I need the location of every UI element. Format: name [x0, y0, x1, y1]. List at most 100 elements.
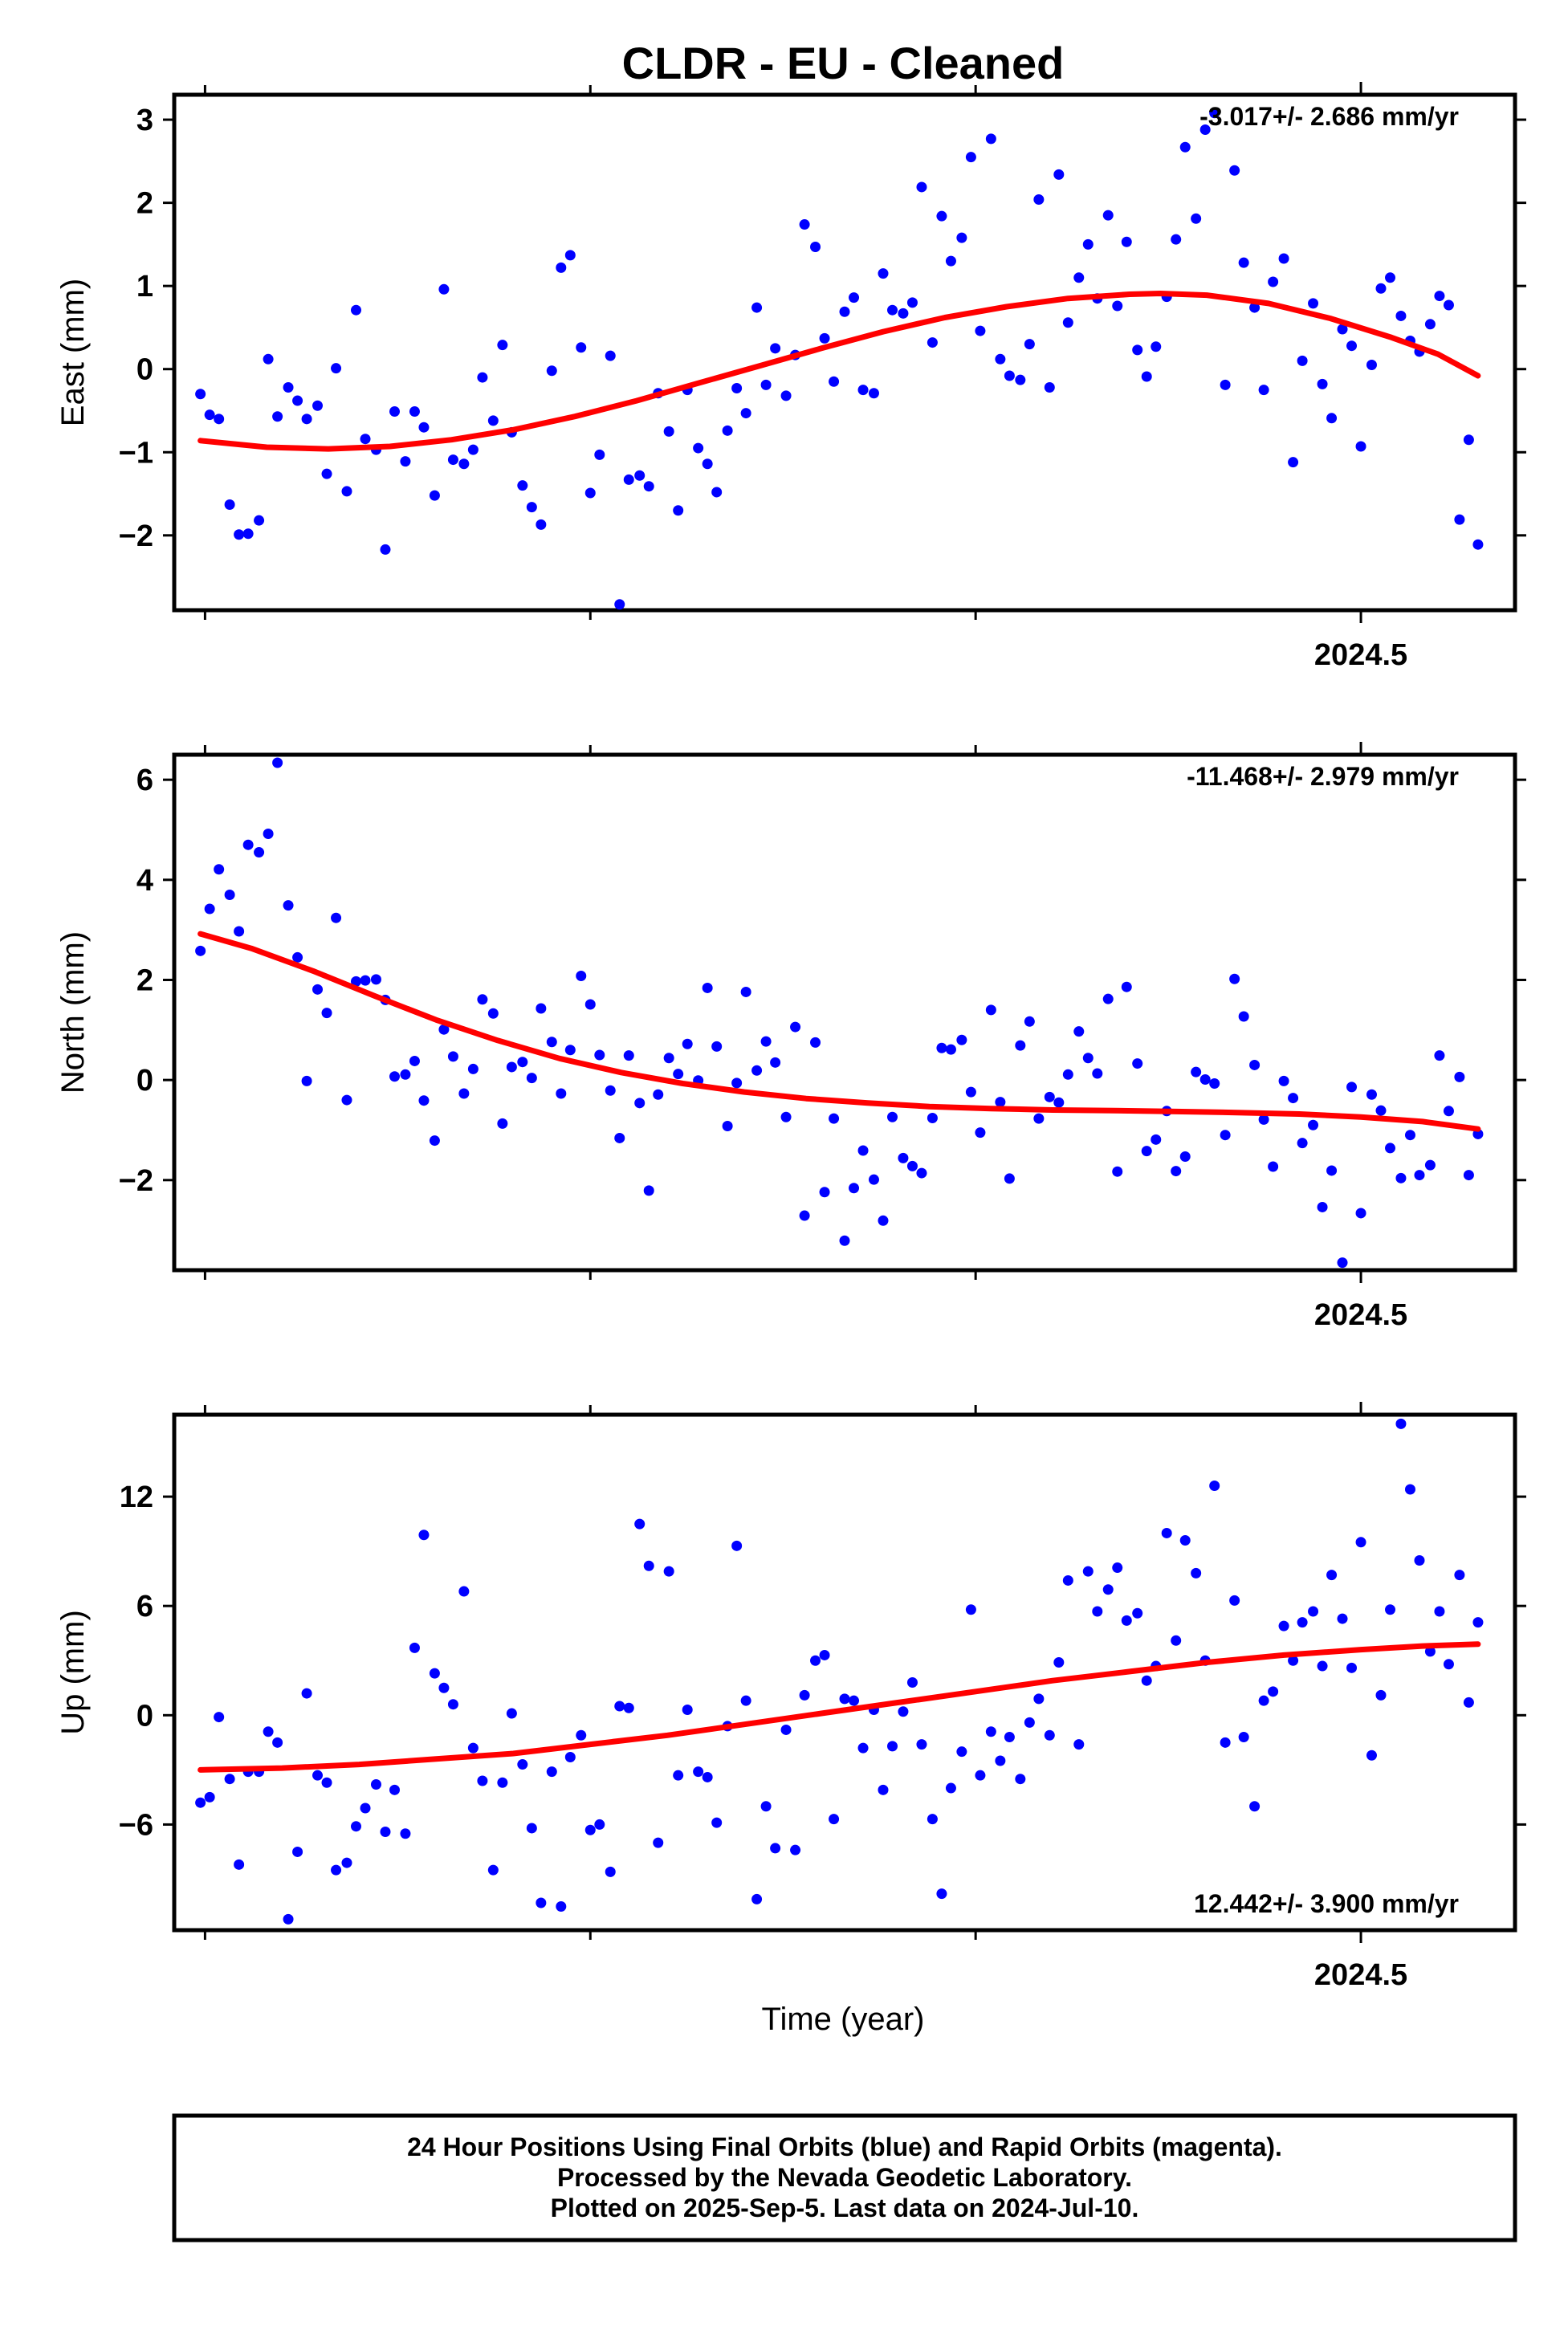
up-data-point: [1278, 1620, 1289, 1631]
north-data-point: [623, 1050, 634, 1061]
east-data-point: [1238, 257, 1249, 268]
up-data-point: [1366, 1750, 1377, 1761]
up-data-point: [409, 1642, 420, 1653]
north-data-point: [564, 1045, 576, 1056]
east-data-point: [576, 342, 587, 353]
up-fit-line: [198, 1641, 1481, 1773]
east-data-point: [1062, 317, 1073, 328]
up-data-point: [1132, 1607, 1143, 1619]
east-data-point: [1121, 236, 1132, 247]
up-data-point: [945, 1782, 956, 1794]
up-data-point: [1191, 1567, 1202, 1578]
up-data-point: [1404, 1484, 1415, 1495]
up-data-point: [1297, 1617, 1308, 1628]
east-data-point: [868, 388, 879, 399]
east-data-point: [1472, 539, 1484, 550]
up-rate-label: 12.442+/- 3.900 mm/yr: [1194, 1889, 1459, 1918]
up-panel: 2024.5 12 6 0 −6 Up (mm) 12.442+/- 3.900 mm/yr: [55, 1402, 1526, 1992]
up-data-point: [1434, 1606, 1445, 1617]
north-data-point: [584, 999, 596, 1010]
north-data-point: [1238, 1011, 1249, 1022]
north-data-point: [945, 1044, 956, 1055]
up-data-point: [887, 1741, 898, 1752]
up-data-point: [605, 1866, 616, 1877]
up-data-point: [673, 1770, 684, 1781]
north-data-point: [780, 1111, 792, 1122]
up-data-point: [1053, 1657, 1065, 1668]
up-data-point: [1463, 1697, 1474, 1708]
up-data-point: [556, 1901, 567, 1912]
east-x-tick-label: 2024.5: [1314, 638, 1407, 672]
up-data-point: [936, 1888, 947, 1900]
north-data-point: [1249, 1059, 1261, 1070]
north-data-point: [263, 828, 274, 839]
north-data-point: [1326, 1165, 1338, 1176]
north-data-point: [1062, 1069, 1073, 1080]
north-data-point: [447, 1051, 458, 1062]
north-data-point: [1434, 1050, 1445, 1061]
east-data-point: [799, 219, 810, 230]
east-data-point: [1102, 210, 1114, 221]
east-data-point: [731, 383, 743, 394]
up-data-point: [1375, 1689, 1387, 1701]
up-data-point: [1220, 1737, 1231, 1748]
north-data-point: [605, 1085, 616, 1096]
east-data-point: [810, 241, 821, 252]
north-data-point: [985, 1004, 996, 1016]
north-data-point: [1355, 1208, 1366, 1219]
north-data-point: [594, 1049, 605, 1061]
east-data-point: [263, 353, 274, 365]
up-data-point: [1337, 1613, 1348, 1624]
north-data-point: [312, 984, 324, 995]
east-data-point: [1004, 370, 1015, 381]
up-data-point: [1161, 1527, 1172, 1538]
up-data-point: [711, 1817, 723, 1828]
north-data-point: [1209, 1078, 1220, 1090]
east-data-point: [214, 413, 225, 425]
east-data-point: [418, 422, 430, 433]
north-data-point: [740, 986, 751, 997]
east-data-point: [458, 458, 470, 470]
up-data-point: [1015, 1774, 1026, 1785]
north-data-point: [1278, 1075, 1289, 1086]
north-y-tick-label: 6: [136, 764, 153, 797]
east-data-point: [1355, 441, 1366, 452]
north-fit-line: [198, 931, 1481, 1132]
up-data-point: [564, 1751, 576, 1762]
north-data-point: [526, 1073, 537, 1084]
up-data-point: [790, 1844, 801, 1855]
north-y-tick-label: 2: [136, 963, 153, 997]
up-data-point: [1073, 1739, 1085, 1750]
east-data-point: [1297, 355, 1308, 366]
east-data-point: [1073, 272, 1085, 283]
up-data-point: [1249, 1801, 1261, 1812]
north-data-point: [224, 890, 235, 901]
east-data-point: [389, 406, 400, 418]
east-data-point: [1258, 385, 1269, 396]
north-data-point: [254, 847, 265, 858]
up-data-point: [312, 1770, 324, 1781]
east-data-point: [1326, 413, 1338, 424]
up-data-point: [301, 1688, 312, 1699]
east-data-point: [634, 470, 646, 481]
north-data-point: [799, 1210, 810, 1221]
north-data-point: [1191, 1066, 1202, 1077]
north-data-point: [1092, 1068, 1103, 1079]
north-data-point: [341, 1094, 352, 1106]
north-data-point: [1385, 1143, 1396, 1154]
east-data-point: [594, 449, 605, 460]
north-data-point: [1171, 1166, 1182, 1177]
north-data-point: [770, 1057, 781, 1068]
up-data-point: [1355, 1537, 1366, 1548]
north-data-point: [487, 1008, 499, 1019]
up-data-point: [389, 1784, 400, 1795]
north-data-point: [400, 1069, 411, 1080]
north-data-point: [1366, 1089, 1377, 1100]
east-data-point: [1044, 381, 1055, 393]
east-fit-line: [198, 291, 1481, 452]
east-data-point: [487, 415, 499, 426]
up-data-point: [975, 1770, 986, 1781]
north-data-point: [751, 1065, 763, 1076]
east-data-point: [887, 304, 898, 316]
up-y-tick-label: 6: [136, 1590, 153, 1623]
